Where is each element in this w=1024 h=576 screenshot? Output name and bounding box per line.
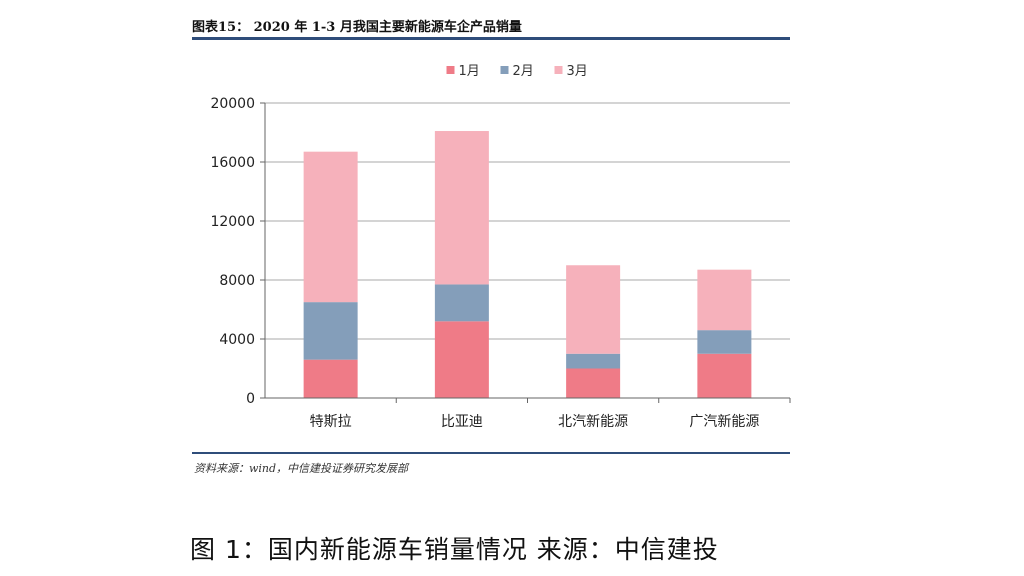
figure-caption: 图 1：国内新能源车销量情况 来源：中信建投 <box>190 535 719 564</box>
legend-swatch <box>554 66 563 74</box>
bar-segment-2月-广汽新能源 <box>697 330 752 354</box>
bar-segment-1月-比亚迪 <box>434 321 489 398</box>
bars <box>303 131 752 398</box>
legend-swatch <box>446 66 455 74</box>
bar-segment-3月-广汽新能源 <box>697 269 752 331</box>
x-category-label: 特斯拉 <box>310 414 352 430</box>
y-tick-label: 4000 <box>219 332 255 348</box>
y-tick-label: 12000 <box>210 214 255 230</box>
bar-segment-3月-比亚迪 <box>434 131 489 285</box>
bar-segment-2月-比亚迪 <box>434 284 489 322</box>
legend-label: 3月 <box>567 64 588 79</box>
y-tick-label: 16000 <box>210 155 255 171</box>
bar-segment-1月-特斯拉 <box>303 359 358 398</box>
figure-title: 图表15： 2020 年 1-3 月我国主要新能源车企产品销量 <box>192 20 522 35</box>
bar-segment-3月-北汽新能源 <box>566 265 621 354</box>
legend-swatch <box>500 66 509 74</box>
footer-rule <box>192 452 790 454</box>
bar-segment-3月-特斯拉 <box>303 151 358 303</box>
bar-segment-2月-特斯拉 <box>303 302 358 360</box>
x-category-label: 广汽新能源 <box>689 414 759 430</box>
y-tick-label: 0 <box>246 391 255 407</box>
figure-header: 图表15： 2020 年 1-3 月我国主要新能源车企产品销量 <box>192 10 790 36</box>
axes: 0 4000 8000 12000 16000 20000 特斯拉 比亚迪 北汽新能源 广汽新能源 <box>210 96 791 430</box>
bar-segment-1月-广汽新能源 <box>697 353 752 398</box>
x-category-label: 北汽新能源 <box>558 414 628 430</box>
legend-label: 2月 <box>513 64 534 79</box>
bar-segment-2月-北汽新能源 <box>566 353 621 369</box>
bar-segment-1月-北汽新能源 <box>566 368 621 398</box>
source-note: 资料来源：wind，中信建投证券研究发展部 <box>194 462 409 475</box>
y-tick-label: 20000 <box>210 96 255 112</box>
header-rule <box>192 37 790 40</box>
legend-label: 1月 <box>459 64 480 79</box>
x-category-label: 比亚迪 <box>441 414 483 430</box>
y-tick-label: 8000 <box>219 273 255 289</box>
legend: 1月 2月 3月 <box>446 64 588 79</box>
